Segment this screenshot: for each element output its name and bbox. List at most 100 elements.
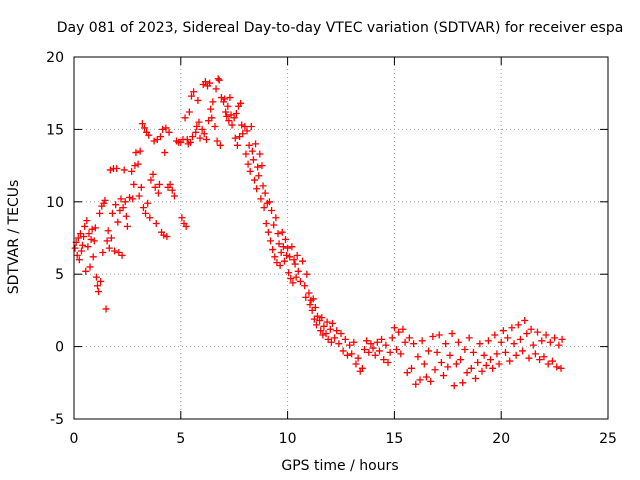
- data-point: [465, 334, 473, 342]
- data-point: [89, 253, 97, 261]
- data-point: [397, 350, 405, 358]
- data-point: [209, 98, 217, 106]
- data-point: [198, 125, 206, 133]
- data-point: [283, 251, 291, 259]
- data-point: [365, 348, 373, 356]
- data-point: [131, 162, 139, 170]
- data-point: [126, 193, 134, 201]
- x-tick-label: 20: [492, 431, 510, 447]
- data-point: [243, 127, 251, 135]
- data-point: [230, 114, 238, 122]
- data-point: [74, 234, 82, 242]
- data-point: [95, 288, 103, 296]
- data-point: [267, 237, 275, 245]
- data-point: [284, 244, 292, 252]
- data-marks: [71, 75, 566, 390]
- data-point: [130, 180, 138, 188]
- data-point: [186, 138, 194, 146]
- data-point: [360, 345, 368, 353]
- data-point: [527, 325, 535, 333]
- data-point: [504, 334, 512, 342]
- data-point: [544, 360, 552, 368]
- data-point: [108, 209, 116, 217]
- data-point: [294, 267, 302, 275]
- data-point: [474, 359, 482, 367]
- data-point: [270, 221, 278, 229]
- data-point: [73, 251, 81, 259]
- data-point: [121, 198, 129, 206]
- data-point: [123, 222, 131, 230]
- data-point: [170, 192, 178, 200]
- data-point: [487, 356, 495, 364]
- data-point: [290, 256, 298, 264]
- data-point: [285, 269, 293, 277]
- data-point: [420, 360, 428, 368]
- data-point: [303, 270, 311, 278]
- data-point: [214, 75, 222, 83]
- data-point: [425, 347, 433, 355]
- y-tick-label: 15: [46, 122, 64, 138]
- data-point: [242, 150, 250, 158]
- data-point: [233, 141, 241, 149]
- data-point: [418, 337, 426, 345]
- data-point: [92, 273, 100, 281]
- data-point: [281, 235, 289, 243]
- data-point: [71, 244, 79, 252]
- data-point: [106, 166, 114, 174]
- data-point: [429, 332, 437, 340]
- data-point: [412, 380, 420, 388]
- x-tick-label: 25: [599, 431, 617, 447]
- data-point: [525, 354, 533, 362]
- data-point: [119, 204, 127, 212]
- data-point: [255, 172, 263, 180]
- data-point: [82, 267, 90, 275]
- data-point: [448, 330, 456, 338]
- data-point: [102, 305, 110, 313]
- data-point: [369, 344, 377, 352]
- data-point: [444, 363, 452, 371]
- data-point: [403, 369, 411, 377]
- data-point: [286, 253, 294, 261]
- data-point: [491, 331, 499, 339]
- data-point: [516, 335, 524, 343]
- data-point: [206, 79, 214, 87]
- data-point: [331, 334, 339, 342]
- data-point: [140, 124, 148, 132]
- data-point: [371, 351, 379, 359]
- data-point: [258, 162, 266, 170]
- data-point: [237, 99, 245, 107]
- data-point: [311, 304, 319, 312]
- data-point: [241, 123, 249, 131]
- data-point: [162, 124, 170, 132]
- data-point: [231, 134, 239, 142]
- data-point: [245, 141, 253, 149]
- data-point: [352, 360, 360, 368]
- data-point: [435, 331, 443, 339]
- data-point: [105, 244, 113, 252]
- data-point: [202, 136, 210, 144]
- data-point: [327, 338, 335, 346]
- data-point: [312, 321, 320, 329]
- data-point: [152, 220, 160, 228]
- data-point: [323, 318, 331, 326]
- data-point: [431, 366, 439, 374]
- data-point: [484, 337, 492, 345]
- axis-ticks: [73, 56, 609, 420]
- data-point: [104, 227, 112, 235]
- data-point: [529, 341, 537, 349]
- data-point: [367, 340, 375, 348]
- data-point: [410, 340, 418, 348]
- data-point: [221, 95, 229, 103]
- data-point: [87, 235, 95, 243]
- data-point: [472, 374, 480, 382]
- data-point: [244, 160, 252, 168]
- data-point: [523, 330, 531, 338]
- data-point: [129, 195, 137, 203]
- data-point: [384, 359, 392, 367]
- data-point: [553, 363, 561, 371]
- data-point: [557, 364, 565, 372]
- data-point: [259, 182, 267, 190]
- data-point: [348, 350, 356, 358]
- data-point: [83, 217, 91, 225]
- data-point: [135, 192, 143, 200]
